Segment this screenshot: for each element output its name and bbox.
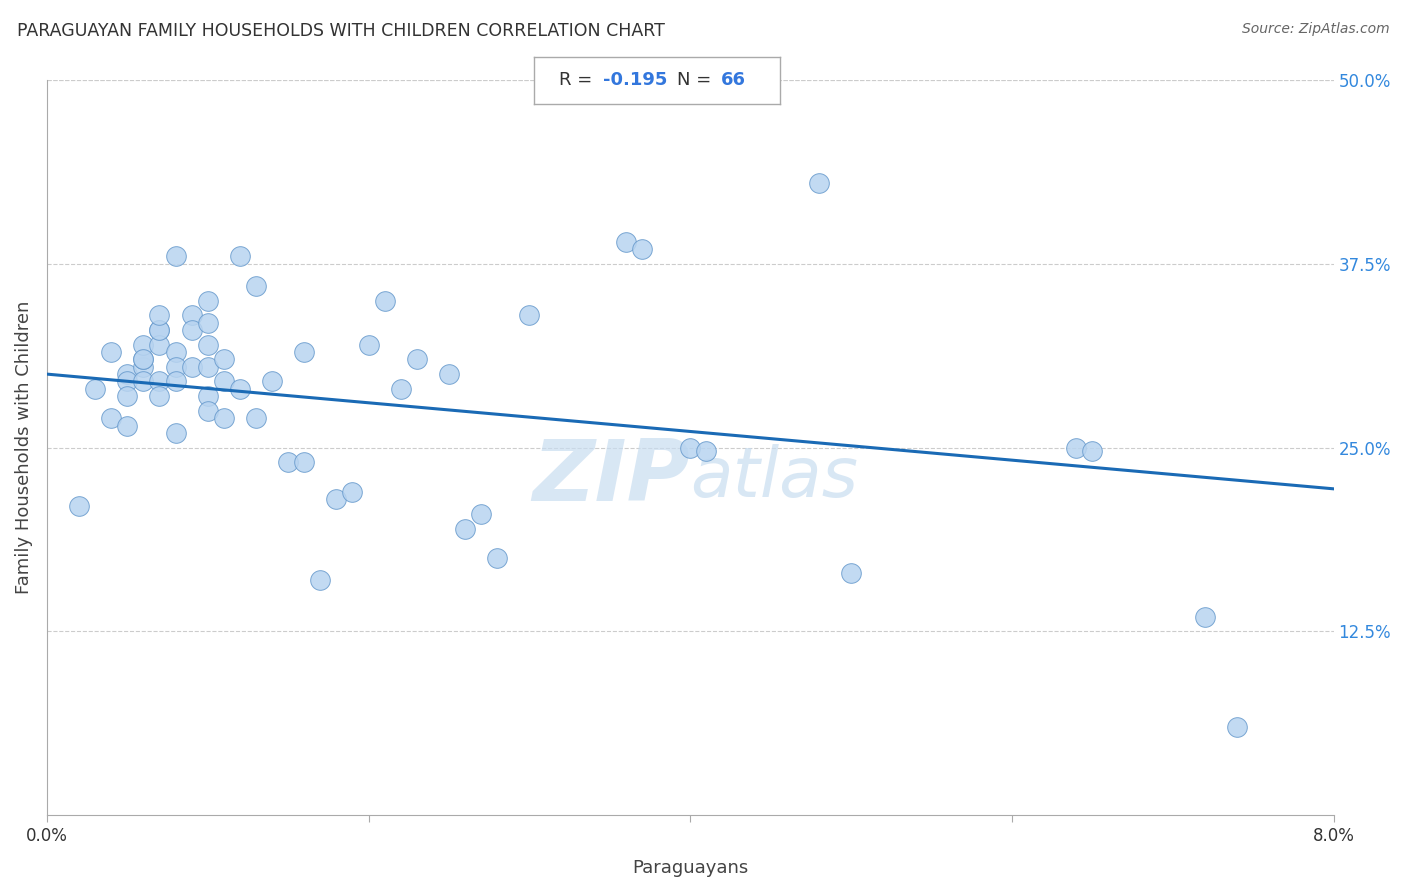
Point: [807, 176, 830, 190]
Point: [695, 443, 717, 458]
Point: [148, 308, 170, 322]
Point: [1226, 720, 1249, 734]
Point: [67, 500, 90, 514]
Point: [148, 389, 170, 403]
Point: [631, 242, 654, 256]
Point: [1081, 443, 1104, 458]
Point: [180, 323, 202, 337]
Point: [470, 507, 492, 521]
Point: [389, 382, 412, 396]
Point: [180, 359, 202, 374]
Point: [197, 337, 219, 351]
Point: [245, 411, 267, 425]
Point: [839, 566, 862, 580]
Point: [148, 323, 170, 337]
Point: [132, 352, 155, 367]
Point: [212, 375, 235, 389]
Point: [148, 375, 170, 389]
X-axis label: Paraguayans: Paraguayans: [633, 859, 748, 877]
Text: atlas: atlas: [690, 443, 858, 510]
Point: [117, 418, 139, 433]
Point: [374, 293, 396, 308]
Point: [197, 389, 219, 403]
Point: [117, 367, 139, 381]
Point: [148, 323, 170, 337]
Point: [679, 441, 702, 455]
Point: [292, 455, 315, 469]
Point: [292, 345, 315, 359]
Text: 66: 66: [721, 70, 747, 89]
Point: [277, 455, 299, 469]
Point: [165, 375, 187, 389]
Text: -0.195: -0.195: [603, 70, 668, 89]
Point: [229, 382, 252, 396]
Point: [309, 573, 332, 587]
Point: [325, 492, 347, 507]
Point: [100, 411, 122, 425]
Point: [180, 308, 202, 322]
Point: [84, 382, 107, 396]
Point: [197, 404, 219, 418]
Text: Source: ZipAtlas.com: Source: ZipAtlas.com: [1241, 22, 1389, 37]
Text: ZIP: ZIP: [533, 435, 690, 518]
Text: N =: N =: [678, 70, 717, 89]
Y-axis label: Family Households with Children: Family Households with Children: [15, 301, 32, 594]
Point: [132, 337, 155, 351]
Point: [1194, 609, 1216, 624]
Point: [100, 345, 122, 359]
Point: [132, 359, 155, 374]
Text: PARAGUAYAN FAMILY HOUSEHOLDS WITH CHILDREN CORRELATION CHART: PARAGUAYAN FAMILY HOUSEHOLDS WITH CHILDR…: [17, 22, 665, 40]
Point: [197, 293, 219, 308]
Point: [229, 250, 252, 264]
Point: [132, 352, 155, 367]
Point: [342, 484, 364, 499]
Point: [245, 278, 267, 293]
Point: [212, 352, 235, 367]
Point: [165, 425, 187, 440]
Text: R =: R =: [560, 70, 598, 89]
Point: [148, 337, 170, 351]
Point: [486, 550, 509, 565]
Point: [197, 359, 219, 374]
Point: [614, 235, 637, 249]
Point: [260, 375, 283, 389]
Point: [357, 337, 380, 351]
Point: [165, 250, 187, 264]
Point: [165, 345, 187, 359]
Point: [117, 389, 139, 403]
Point: [117, 375, 139, 389]
Point: [197, 316, 219, 330]
Point: [519, 308, 541, 322]
Point: [454, 522, 477, 536]
Point: [212, 411, 235, 425]
Point: [165, 359, 187, 374]
Point: [405, 352, 427, 367]
Point: [1064, 441, 1087, 455]
Point: [437, 367, 460, 381]
Point: [132, 375, 155, 389]
